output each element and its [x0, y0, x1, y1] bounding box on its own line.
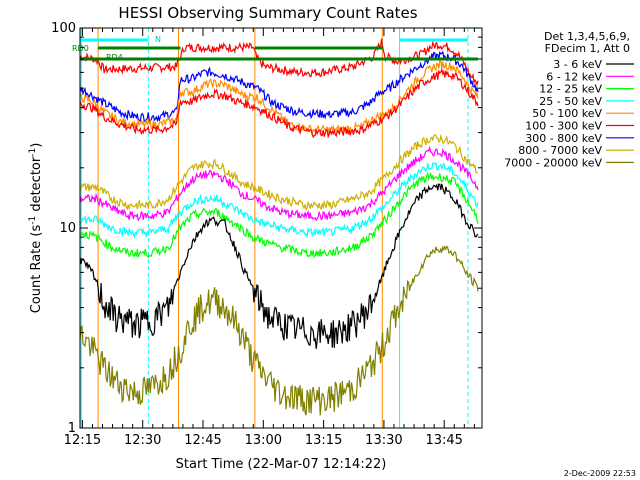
series-curve-0 — [79, 38, 479, 87]
legend-label: 3 - 6 keV — [553, 58, 602, 71]
legend-header-line-2: FDecim 1, Att 0 — [545, 42, 630, 55]
band-label-0: RD0 — [72, 44, 89, 53]
legend-label: 300 - 800 keV — [525, 132, 602, 145]
series-curve-5 — [79, 145, 479, 222]
x-tick-label: 13:30 — [365, 433, 402, 448]
x-tick-label: 12:45 — [184, 433, 221, 448]
legend-label: 50 - 100 keV — [532, 107, 602, 120]
x-axis-label: Start Time (22-Mar-07 12:14:22) — [176, 457, 387, 472]
footer-date: 2-Dec-2009 22:53 — [564, 469, 636, 478]
plot-area — [79, 27, 483, 429]
y-axis-label: Count Rate (s-1 detector-1) — [28, 143, 44, 314]
series-curve-3 — [79, 67, 479, 139]
band-label-1: RD4 — [106, 53, 123, 62]
legend-header-line-1: Det 1,3,4,5,6,9, — [544, 30, 630, 43]
legend-label: 6 - 12 keV — [546, 70, 602, 83]
x-tick-label: 13:15 — [305, 433, 342, 448]
series-curve-1 — [79, 50, 479, 123]
y-tick-label: 100 — [51, 21, 76, 36]
legend-label: 12 - 25 keV — [539, 83, 602, 96]
x-tick-label: 12:15 — [64, 433, 101, 448]
series-curve-6 — [79, 161, 479, 239]
band-label-2: N — [155, 35, 161, 44]
y-tick-label: 10 — [59, 221, 76, 236]
legend-label: 25 - 50 keV — [539, 95, 602, 108]
x-tick-label: 13:00 — [245, 433, 282, 448]
series-curve-8 — [79, 183, 479, 349]
x-tick-label: 12:30 — [124, 433, 161, 448]
x-tick-label: 13:45 — [425, 433, 462, 448]
chart-title: HESSI Observing Summary Count Rates — [118, 4, 417, 22]
legend-label: 7000 - 20000 keV — [504, 156, 602, 169]
legend-label: 100 - 300 keV — [525, 120, 602, 133]
y-tick-label: 1 — [68, 421, 76, 436]
series-curve-9 — [79, 245, 479, 416]
series-curve-7 — [79, 171, 479, 259]
series-curve-2 — [79, 59, 479, 136]
series-curve-4 — [79, 133, 479, 212]
plot-frame — [79, 27, 483, 429]
legend-label: 800 - 7000 keV — [518, 144, 602, 157]
